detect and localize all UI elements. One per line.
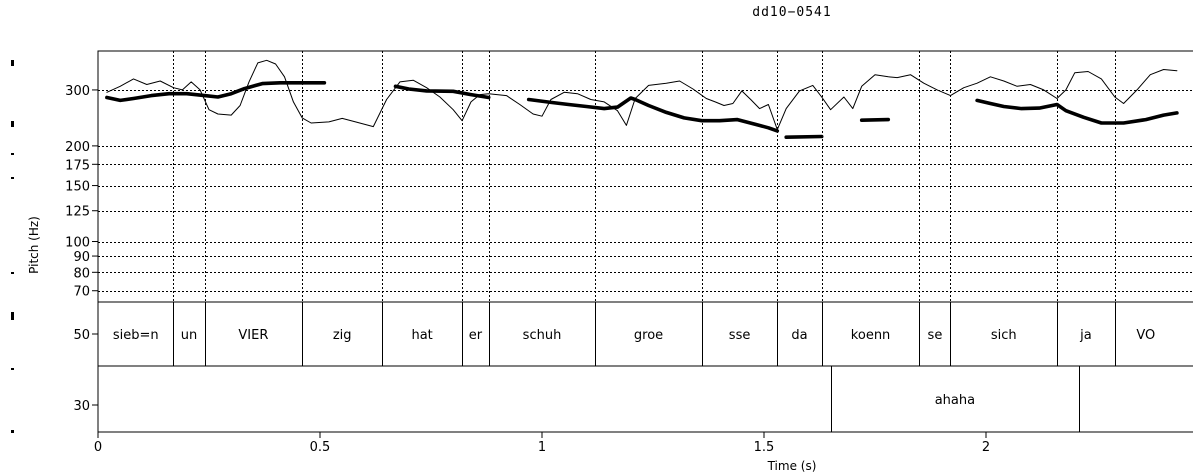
tier-1-label-VO: VO — [1136, 328, 1155, 343]
margin-marks — [11, 60, 14, 433]
chart-grid — [98, 51, 1193, 302]
tier-2-label-ahaha: ahaha — [935, 393, 975, 408]
y-tick-label-300: 300 — [65, 84, 90, 99]
tier-1-label-schuh: schuh — [523, 328, 562, 343]
tier-1-label-VIER: VIER — [238, 328, 268, 343]
tier-2-frame — [97, 365, 1193, 433]
tier-1-label-sse: sse — [729, 328, 751, 343]
f0-curve-segment-4 — [859, 117, 891, 122]
tier-1-label-zig: zig — [333, 328, 352, 343]
x-tick-label-4: 2 — [982, 440, 990, 455]
y-tick-label-200: 200 — [65, 140, 90, 155]
x-axis-label: Time (s) — [767, 459, 817, 473]
pitch-curves — [105, 59, 1179, 139]
tier-2-label: 30 — [73, 399, 90, 414]
y-tick-label-150: 150 — [65, 180, 90, 195]
tier-1-label-sieb=n: sieb=n — [113, 328, 159, 343]
f0-curve-segment-1 — [393, 84, 491, 100]
tier-1-label-ja: ja — [1079, 328, 1092, 343]
f0-curve-segment-3 — [784, 134, 824, 139]
tier-1-label-un: un — [181, 328, 197, 343]
x-tick-label-2: 1 — [538, 440, 546, 455]
figure-title: dd10−0541 — [752, 5, 831, 20]
x-axis: 0 0.5 1 1.5 2 — [94, 432, 990, 455]
f0-curve-segment-0 — [105, 81, 327, 103]
y-axis-label: Pitch (Hz) — [27, 216, 41, 274]
y-tick-label-125: 125 — [65, 205, 90, 220]
tier-1-label-se: se — [928, 328, 943, 343]
y-tick-label-175: 175 — [65, 158, 90, 173]
tier-1-label-sich: sich — [991, 328, 1017, 343]
y-tick-label-80: 80 — [73, 266, 90, 281]
tier-1-label-koenn: koenn — [851, 328, 891, 343]
y-tick-label-70: 70 — [73, 285, 90, 300]
f0-curve-segment-5 — [975, 98, 1179, 125]
tier-1-label-er: er — [469, 328, 483, 343]
y-tick-label-90: 90 — [73, 250, 90, 265]
annotation-tiers: 50 30 sieb=n un VIER zig hat er schuh groe sse da ko… — [73, 301, 1193, 433]
x-tick-label-1: 0.5 — [310, 440, 331, 455]
contour-curve-segment-0 — [106, 59, 1178, 131]
x-tick-label-3: 1.5 — [754, 440, 775, 455]
tier-1-label-hat: hat — [411, 328, 432, 343]
f0-curve-segment-2 — [526, 96, 780, 133]
tier-1-label-da: da — [791, 328, 807, 343]
tier-1-label: 50 — [73, 328, 90, 343]
tier-1-label-groe: groe — [634, 328, 663, 343]
x-tick-label-0: 0 — [94, 440, 102, 455]
y-tick-label-100: 100 — [65, 236, 90, 251]
